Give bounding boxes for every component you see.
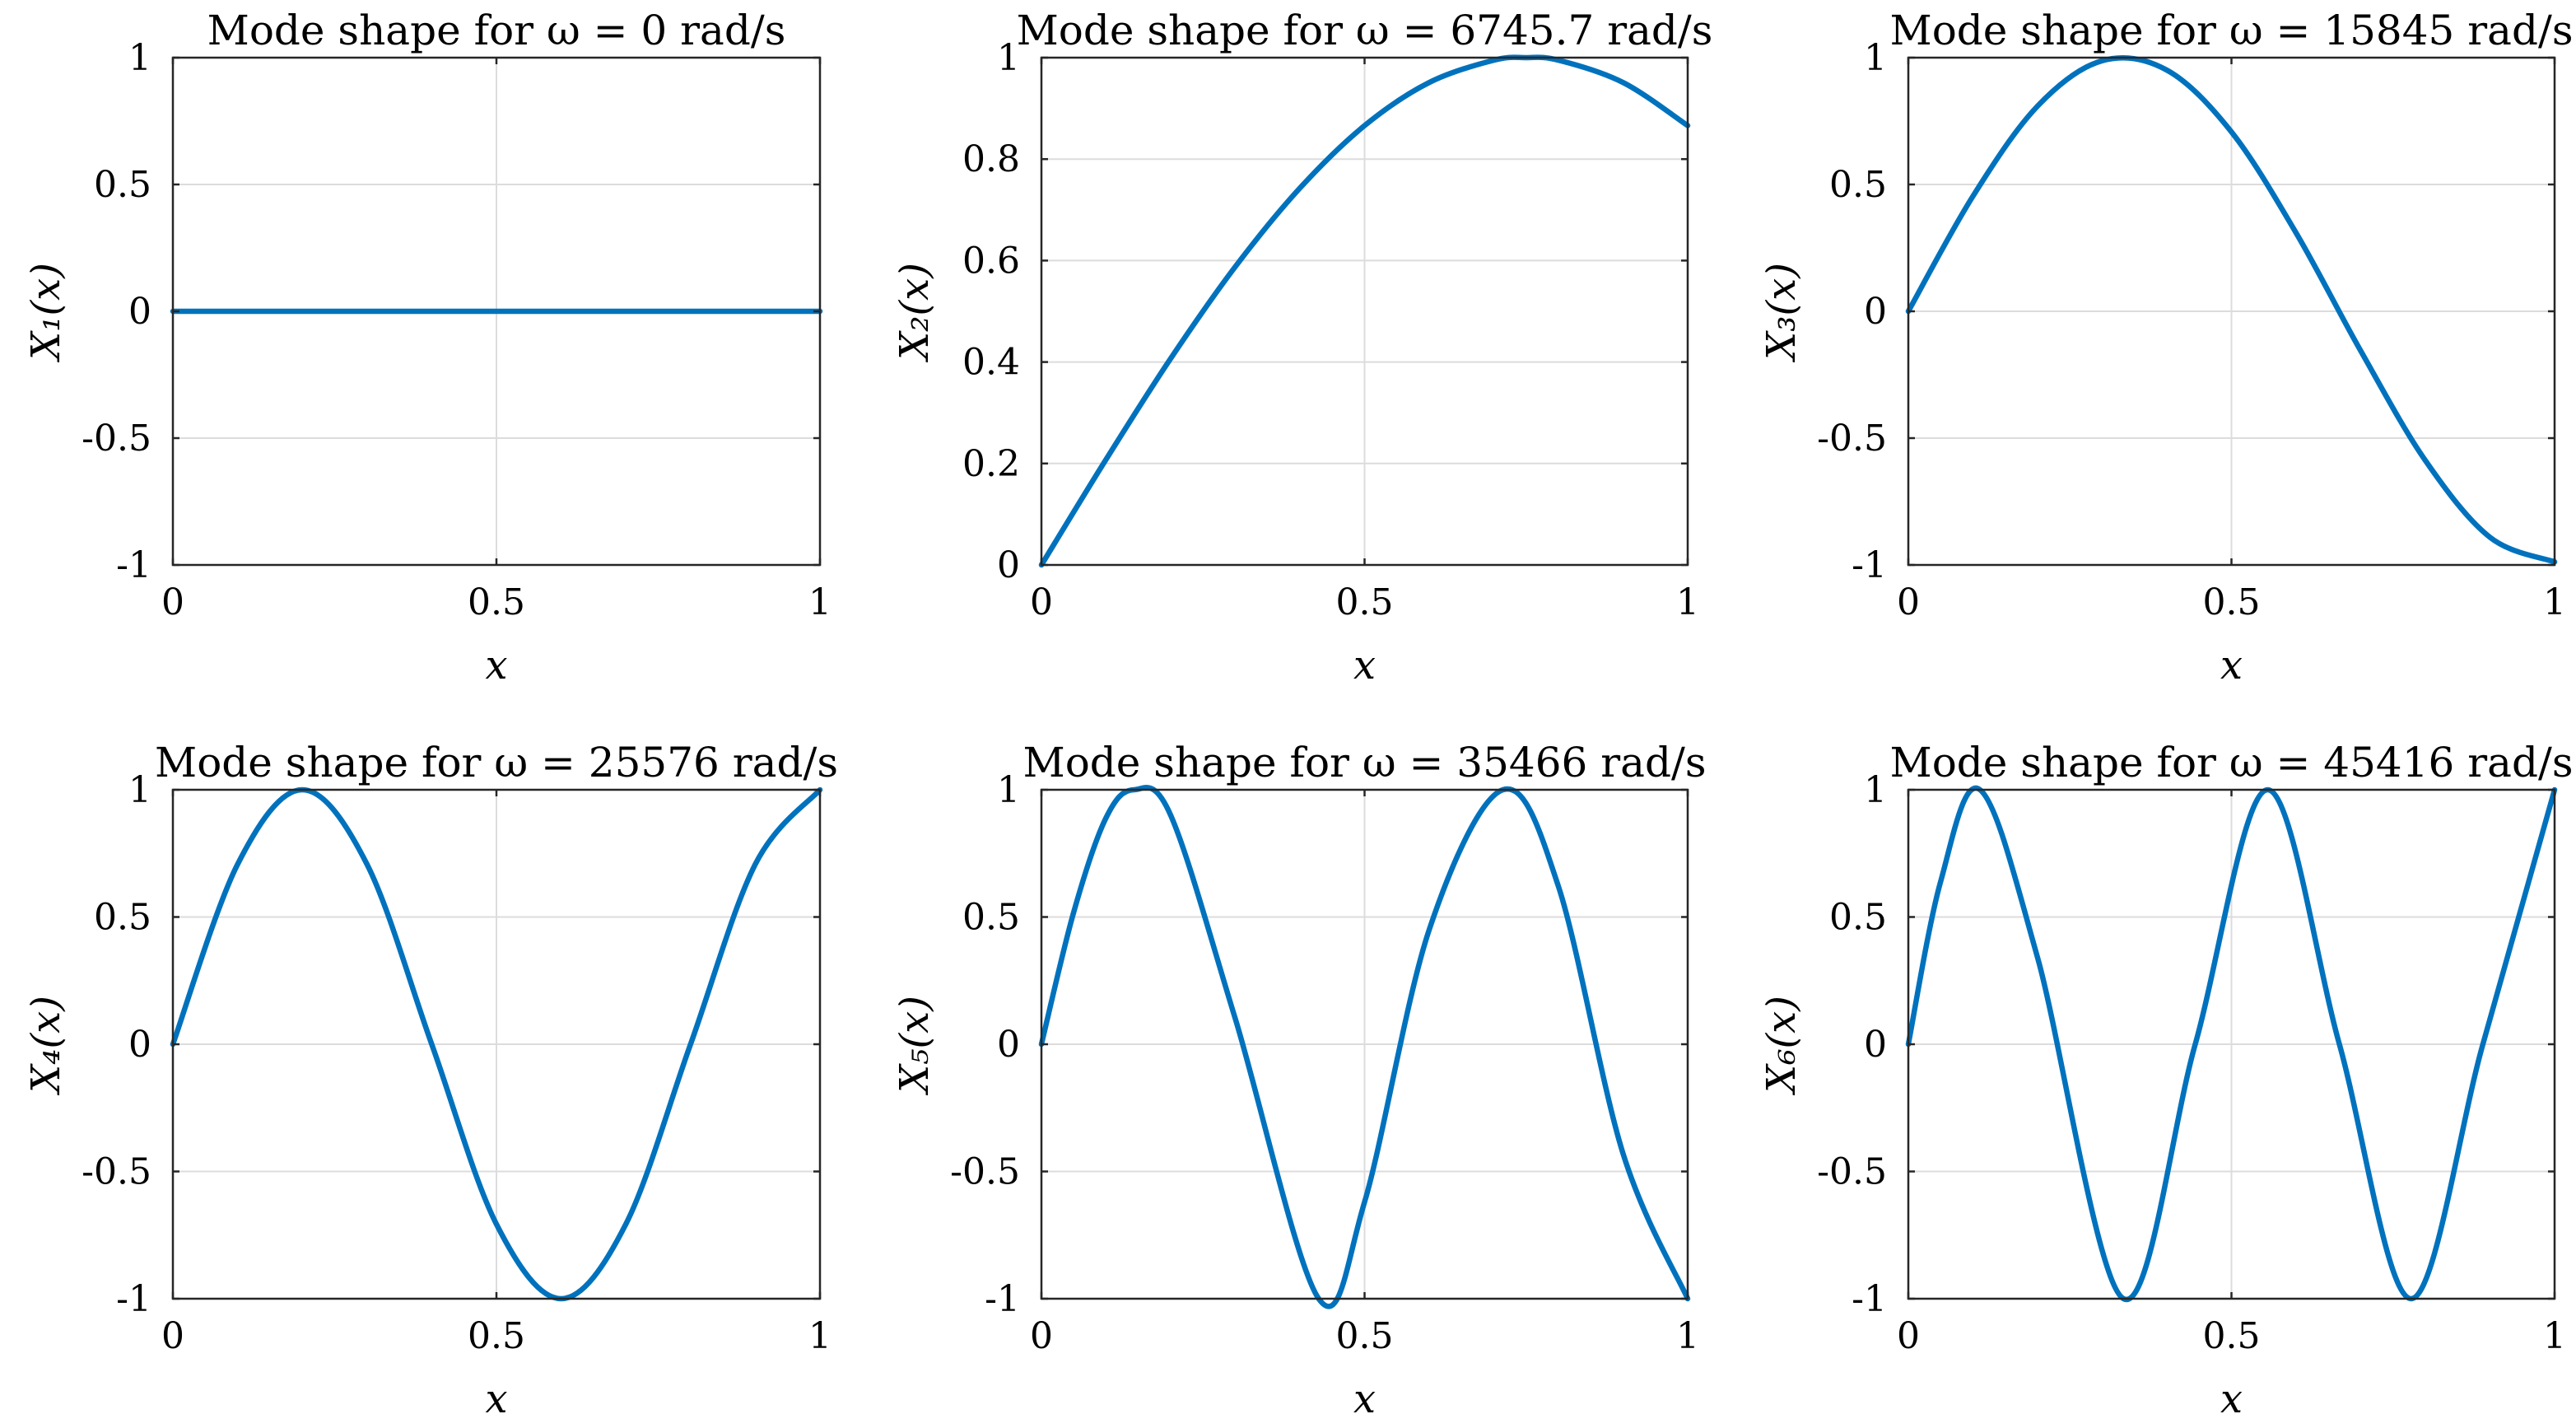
x-tick-label: 1	[808, 1315, 831, 1357]
x-tick-label: 0	[161, 1315, 184, 1357]
y-tick-label: 0	[128, 1024, 151, 1066]
x-tick-label: 0	[1030, 581, 1053, 623]
x-tick-label: 1	[1676, 1315, 1699, 1357]
y-tick-label: 1	[997, 769, 1020, 811]
y-tick-label: -1	[116, 1278, 151, 1320]
y-tick-label: -0.5	[1817, 1151, 1887, 1193]
y-tick-label: 0.8	[962, 138, 1020, 180]
x-tick-label: 1	[2543, 581, 2566, 623]
y-tick-label: 0.5	[1829, 164, 1887, 206]
chart-title: Mode shape for ω = 0 rad/s	[207, 7, 786, 54]
x-tick-label: 0	[1030, 1315, 1053, 1357]
mode-shape-curve	[1038, 785, 1691, 1309]
chart-title: Mode shape for ω = 45416 rad/s	[1890, 739, 2574, 786]
chart-title: Mode shape for ω = 15845 rad/s	[1890, 7, 2574, 54]
y-tick-label: 0	[1864, 1024, 1887, 1066]
y-tick-label: 1	[128, 769, 151, 811]
y-tick-label: -1	[1852, 1278, 1887, 1320]
y-axis-label: X₅(x)	[892, 996, 938, 1096]
x-axis-label: x	[485, 1376, 507, 1422]
x-axis-label: x	[1353, 642, 1376, 688]
y-tick-label: 0	[1864, 291, 1887, 333]
x-axis-label: x	[1353, 1376, 1376, 1422]
x-tick-label: 1	[1676, 581, 1699, 623]
y-tick-label: 0.5	[962, 897, 1020, 939]
y-tick-label: 0.2	[962, 443, 1020, 485]
y-tick-label: -0.5	[950, 1151, 1020, 1193]
y-tick-label: 0.6	[962, 240, 1020, 282]
mode-shape-curve	[1905, 54, 2558, 565]
y-tick-label: 1	[1864, 37, 1887, 79]
chart-title: Mode shape for ω = 25576 rad/s	[155, 739, 838, 786]
x-tick-label: 0	[1897, 1315, 1920, 1357]
y-axis-label: X₂(x)	[892, 263, 938, 363]
x-tick-label: 0.5	[2203, 581, 2261, 623]
x-tick-label: 0.5	[1336, 581, 1394, 623]
x-tick-label: 0.5	[2203, 1315, 2261, 1357]
x-axis-label: x	[485, 642, 507, 688]
x-tick-label: 0.5	[468, 1315, 525, 1357]
y-tick-label: 0.5	[94, 897, 151, 939]
y-tick-label: 0	[997, 544, 1020, 586]
x-tick-label: 0	[1897, 581, 1920, 623]
x-tick-label: 1	[808, 581, 831, 623]
y-tick-label: 0	[128, 291, 151, 333]
y-tick-label: 0.5	[94, 164, 151, 206]
mode-shape-curve	[170, 786, 823, 1302]
x-axis-label: x	[2220, 1376, 2243, 1422]
y-axis-label: X₃(x)	[1758, 263, 1805, 363]
y-tick-label: -0.5	[82, 418, 151, 460]
x-tick-label: 1	[2543, 1315, 2566, 1357]
y-tick-label: 1	[997, 37, 1020, 79]
y-tick-label: -1	[985, 1278, 1020, 1320]
y-axis-label: X₄(x)	[23, 996, 69, 1096]
x-tick-label: 0.5	[468, 581, 525, 623]
x-tick-label: 0.5	[1336, 1315, 1394, 1357]
subplot-1: 0 0.5 1 -1 -0.5 0 0.5 1 Mode shape for ω = 0 rad…	[23, 7, 831, 688]
y-axis-label: X₆(x)	[1758, 996, 1805, 1096]
y-tick-label: 0.4	[962, 342, 1020, 384]
x-tick-label: 0	[161, 581, 184, 623]
y-tick-label: 0.5	[1829, 897, 1887, 939]
chart-title: Mode shape for ω = 35466 rad/s	[1023, 739, 1707, 786]
x-axis-label: x	[2220, 642, 2243, 688]
y-tick-label: -1	[1852, 544, 1887, 586]
y-tick-label: -0.5	[82, 1151, 151, 1193]
y-tick-label: 1	[1864, 769, 1887, 811]
y-tick-label: 0	[997, 1024, 1020, 1066]
chart-title: Mode shape for ω = 6745.7 rad/s	[1017, 7, 1713, 54]
y-axis-label: X₁(x)	[23, 263, 69, 363]
mode-shape-curve	[1038, 54, 1691, 568]
y-tick-label: -1	[116, 544, 151, 586]
y-tick-label: 1	[128, 37, 151, 79]
y-tick-label: -0.5	[1817, 418, 1887, 460]
